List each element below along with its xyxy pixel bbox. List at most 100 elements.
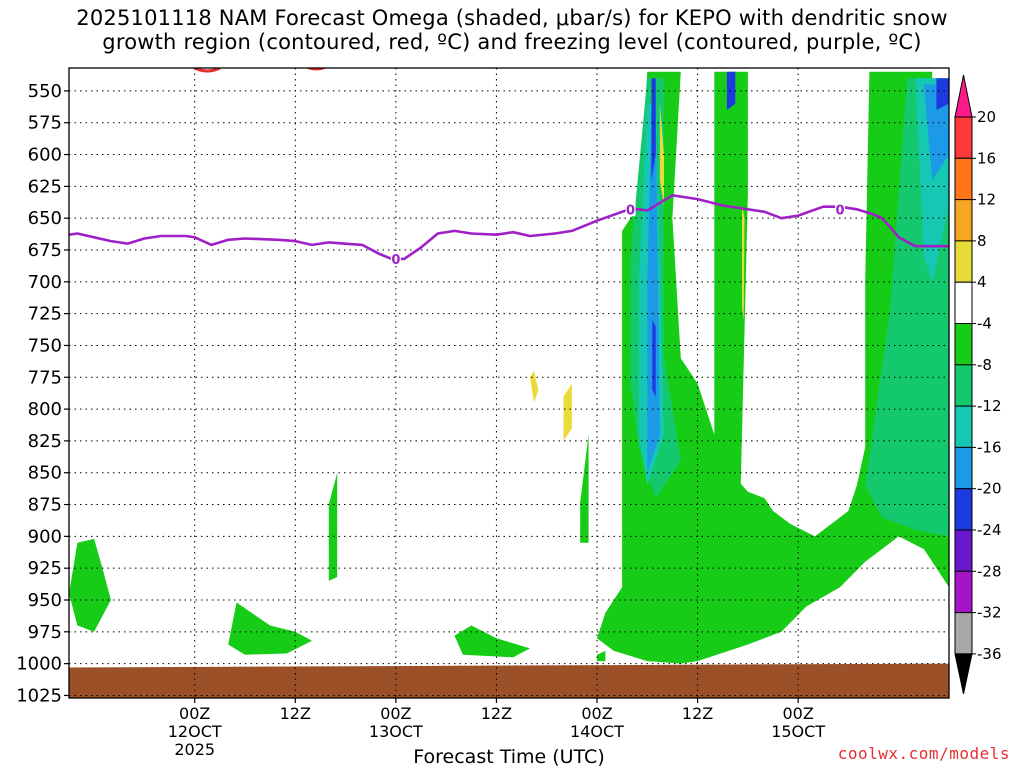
x-tick-label: 12Z xyxy=(481,704,512,723)
y-tick-label: 650 xyxy=(28,208,62,229)
colorbar-bin xyxy=(954,116,973,159)
omega-region xyxy=(69,538,111,632)
omega-region xyxy=(454,625,530,658)
colorbar-bin xyxy=(954,199,973,242)
colorbar-label: -36 xyxy=(977,645,1002,663)
y-tick-label: 700 xyxy=(28,272,62,293)
x-axis-label: Forecast Time (UTC) xyxy=(413,746,605,768)
colorbar-label: -28 xyxy=(977,562,1002,580)
colorbar-bin xyxy=(954,323,973,366)
colorbar-label: -12 xyxy=(977,397,1002,415)
x-tick-label: 00Z xyxy=(380,704,411,723)
plot-frame xyxy=(68,67,950,699)
chart-title-line-1: 2025101118 NAM Forecast Omega (shaded, μ… xyxy=(76,6,948,30)
omega-region xyxy=(923,84,949,180)
terrain-mask xyxy=(69,663,949,698)
contour-label-bg xyxy=(625,202,636,217)
y-tick-label: 975 xyxy=(28,622,62,643)
y-tick-label: 925 xyxy=(28,558,62,579)
omega-region xyxy=(328,472,338,581)
colorbar-label: 8 xyxy=(977,232,987,250)
colorbar-bin xyxy=(954,240,973,283)
colorbar-label: 12 xyxy=(977,191,996,209)
y-tick-label: 625 xyxy=(28,176,62,197)
contour-label-bg xyxy=(390,251,401,266)
chart-title: 2025101118 NAM Forecast Omega (shaded, μ… xyxy=(0,6,1024,54)
y-tick-label: 950 xyxy=(28,590,62,611)
x-tick-label: 2025 xyxy=(174,740,215,759)
colorbar-label: -24 xyxy=(977,521,1002,539)
x-tick-label: 14OCT xyxy=(570,722,624,741)
dgz-contour xyxy=(194,68,221,73)
x-tick-label: 13OCT xyxy=(369,722,423,741)
y-tick-label: 675 xyxy=(28,240,62,261)
y-tick-label: 875 xyxy=(28,495,62,516)
colorbar-bin xyxy=(954,570,973,614)
y-tick-label: 575 xyxy=(28,113,62,134)
omega-region xyxy=(742,205,745,320)
omega-region xyxy=(530,370,539,403)
y-tick-label: 1000 xyxy=(16,654,62,675)
colorbar-label: -8 xyxy=(977,356,992,374)
colorbar-bin xyxy=(954,529,973,572)
colorbar-label: 16 xyxy=(977,149,996,167)
colorbar-label: 20 xyxy=(977,108,996,126)
y-tick-label: 725 xyxy=(28,304,62,325)
y-tick-label: 750 xyxy=(28,335,62,356)
omega-region xyxy=(714,71,748,556)
y-tick-label: 550 xyxy=(28,81,62,102)
omega-region xyxy=(726,71,736,110)
site-credit[interactable]: coolwx.com/models xyxy=(837,744,1010,763)
x-tick-label: 15OCT xyxy=(771,722,825,741)
colorbar-label: -32 xyxy=(977,604,1002,622)
x-tick-label: 00Z xyxy=(179,704,210,723)
colorbar-bin xyxy=(954,157,973,201)
x-tick-label: 12Z xyxy=(682,704,713,723)
omega-field xyxy=(69,68,949,698)
omega-region xyxy=(228,602,312,655)
gridlines xyxy=(69,68,949,698)
freezing-level-layer: 0 0 0 xyxy=(69,194,949,268)
colorbar-top-arrow xyxy=(954,74,973,118)
y-tick-label: 600 xyxy=(28,145,62,166)
chart-title-line-2: growth region (contoured, red, ºC) and f… xyxy=(102,30,922,54)
y-tick-label: 775 xyxy=(28,367,62,388)
freezing-level-line xyxy=(69,194,949,261)
colorbar-bin xyxy=(954,612,973,655)
colorbar-bin xyxy=(954,281,973,325)
colorbar-label: -20 xyxy=(977,480,1002,498)
x-tick-label: 12OCT xyxy=(168,722,222,741)
omega-region xyxy=(936,78,949,110)
omega-region xyxy=(597,71,949,664)
y-tick-label: 825 xyxy=(28,431,62,452)
freezing-level-label: 0 xyxy=(626,203,635,218)
omega-region xyxy=(597,650,606,662)
y-tick-label: 850 xyxy=(28,463,62,484)
omega-region xyxy=(580,434,589,543)
contour-label-bg xyxy=(835,202,846,217)
x-tick-label: 00Z xyxy=(782,704,813,723)
colorbar-label: 4 xyxy=(977,273,987,291)
colorbar-label: -4 xyxy=(977,315,992,333)
y-tick-label: 900 xyxy=(28,526,62,547)
freezing-level-label: 0 xyxy=(836,203,845,218)
colorbar-bottom-arrow xyxy=(954,653,973,695)
omega-region xyxy=(652,320,656,397)
colorbar-bin xyxy=(954,446,973,490)
x-tick-label: 00Z xyxy=(581,704,612,723)
y-tick-label: 800 xyxy=(28,399,62,420)
omega-region xyxy=(647,103,660,473)
x-tick-label: 12Z xyxy=(280,704,311,723)
freezing-level-label: 0 xyxy=(391,253,400,268)
colorbar-bin xyxy=(954,488,973,531)
colorbar: 20 16 12 8 4 -4 -8 -12 -16 -20 -24 -28 -32 -36 xyxy=(954,74,1002,695)
colorbar-label: -16 xyxy=(977,438,1002,456)
y-tick-label: 1025 xyxy=(16,685,62,706)
y-axis: 550 575 600 625 650 675 700 725 750 775 800 825 850 8… xyxy=(16,81,69,706)
omega-region xyxy=(563,383,572,441)
colorbar-bin xyxy=(954,405,973,448)
colorbar-bin xyxy=(954,364,973,407)
omega-region xyxy=(659,103,664,206)
